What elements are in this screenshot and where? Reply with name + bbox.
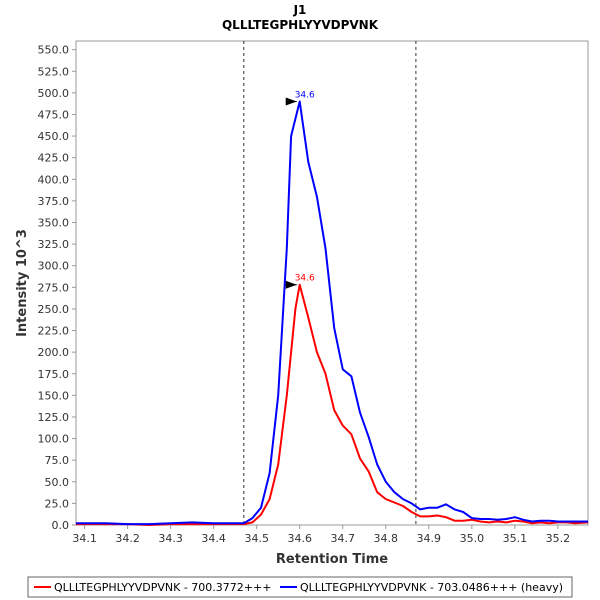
chart-subtitle: QLLLTEGPHLYYVDPVNK bbox=[222, 18, 379, 32]
x-tick-label: 35.2 bbox=[546, 532, 571, 545]
x-tick-label: 34.9 bbox=[417, 532, 442, 545]
x-tick-label: 34.1 bbox=[72, 532, 97, 545]
y-tick-label: 300.0 bbox=[38, 260, 70, 273]
series-line-2 bbox=[76, 100, 588, 526]
y-tick-label: 175.0 bbox=[38, 368, 70, 381]
x-axis: 34.1 34.2 34.3 34.4 34.5 34.6 34.7 34.8 34.9 35.0… bbox=[72, 525, 570, 545]
x-tick-label: 34.5 bbox=[244, 532, 269, 545]
y-tick-label: 525.0 bbox=[38, 65, 70, 78]
y-tick-label: 125.0 bbox=[38, 411, 70, 424]
y-tick-label: 250.0 bbox=[38, 303, 70, 316]
peak-label: 34.6 bbox=[295, 274, 315, 284]
x-tick-label: 34.8 bbox=[374, 532, 399, 545]
x-tick-label: 34.3 bbox=[158, 532, 183, 545]
y-tick-label: 100.0 bbox=[38, 433, 70, 446]
y-tick-label: 275.0 bbox=[38, 281, 70, 294]
peak-label: 34.6 bbox=[295, 91, 315, 101]
y-tick-label: 550.0 bbox=[38, 44, 70, 57]
y-tick-label: 375.0 bbox=[38, 195, 70, 208]
x-axis-label: Retention Time bbox=[276, 552, 388, 567]
series-group bbox=[76, 100, 589, 526]
y-tick-label: 325.0 bbox=[38, 238, 70, 251]
y-tick-label: 0.0 bbox=[52, 519, 70, 532]
y-tick-label: 25.0 bbox=[45, 497, 70, 510]
y-tick-label: 475.0 bbox=[38, 108, 70, 121]
y-tick-label: 75.0 bbox=[45, 454, 70, 467]
x-tick-label: 34.4 bbox=[201, 532, 226, 545]
x-tick-label: 34.7 bbox=[331, 532, 356, 545]
integration-bounds bbox=[243, 41, 417, 525]
y-tick-label: 150.0 bbox=[38, 389, 70, 402]
legend-entry: QLLLTEGPHLYYVDPVNK - 700.3772+++ bbox=[54, 581, 271, 594]
y-tick-label: 225.0 bbox=[38, 325, 70, 338]
x-tick-label: 35.0 bbox=[460, 532, 485, 545]
y-tick-label: 400.0 bbox=[38, 173, 70, 186]
chart-title: J1 bbox=[293, 3, 307, 17]
legend: QLLLTEGPHLYYVDPVNK - 700.3772+++ QLLLTEGP… bbox=[34, 581, 563, 594]
legend-box bbox=[27, 576, 573, 598]
peak-annotations: 34.6 34.6 bbox=[285, 91, 315, 289]
y-tick-label: 350.0 bbox=[38, 217, 70, 230]
legend-entry: QLLLTEGPHLYYVDPVNK - 703.0486+++ (heavy) bbox=[300, 581, 563, 594]
y-tick-label: 200.0 bbox=[38, 346, 70, 359]
x-tick-label: 34.6 bbox=[287, 532, 312, 545]
y-tick-label: 500.0 bbox=[38, 87, 70, 100]
y-axis: 0.0 25.0 50.0 75.0 100.0 125.0 150.0 175.0 200.0… bbox=[38, 44, 76, 532]
y-tick-label: 50.0 bbox=[45, 476, 70, 489]
x-tick-label: 35.1 bbox=[503, 532, 528, 545]
y-axis-label: Intensity 10^3 bbox=[15, 229, 30, 337]
y-tick-label: 425.0 bbox=[38, 152, 70, 165]
plot-area bbox=[75, 40, 589, 526]
y-tick-label: 450.0 bbox=[38, 130, 70, 143]
x-tick-label: 34.2 bbox=[115, 532, 140, 545]
